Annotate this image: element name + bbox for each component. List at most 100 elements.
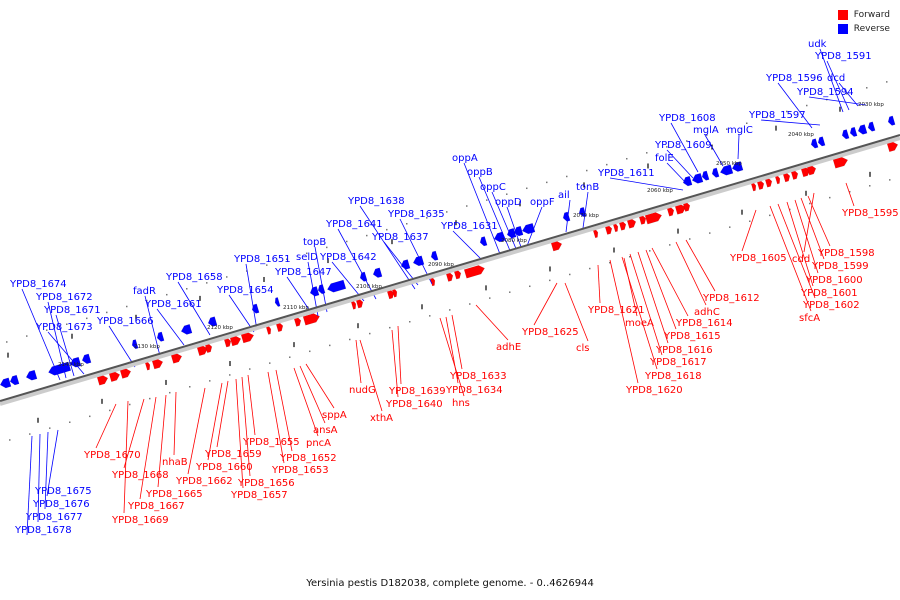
gene-label-topb: topB <box>303 237 326 248</box>
leader-line <box>228 294 255 333</box>
reverse-gene-arrow <box>493 231 506 243</box>
gene-label-ypd8-1600: YPD8_1600 <box>805 275 863 286</box>
track-dot-lower <box>509 291 511 293</box>
forward-gene-arrow <box>644 212 663 225</box>
track-dot-upper <box>726 128 728 130</box>
tick-label: 2110 kbp <box>283 305 309 311</box>
leader-line <box>383 241 419 286</box>
gene-label-oppd: oppD <box>495 197 522 208</box>
leader-line <box>565 199 571 233</box>
gene-label-sppa: sppA <box>322 410 347 421</box>
leader-line <box>637 251 669 344</box>
label-leader-lines-layer <box>21 48 867 536</box>
gene-label-oppf: oppF <box>530 197 555 208</box>
track-dot-lower <box>449 309 451 311</box>
track-dot-upper <box>66 323 68 325</box>
track-dot-upper <box>606 163 608 166</box>
track-dot-lower <box>849 190 851 193</box>
gene-label-ypd8-1598: YPD8_1598 <box>817 248 875 259</box>
track-dot-upper <box>706 134 708 136</box>
gene-label-fadr: fadR <box>133 286 156 297</box>
gene-label-ypd8-1672: YPD8_1672 <box>35 292 93 303</box>
track-dot-upper <box>286 258 288 260</box>
gene-label-ypd8-1608: YPD8_1608 <box>658 113 716 124</box>
reverse-gene-arrow <box>412 255 425 267</box>
track-dot-lower <box>429 315 431 317</box>
gene-label-ypd8-1677: YPD8_1677 <box>25 512 83 523</box>
track-dot-upper <box>86 317 88 320</box>
gene-label-ypd8-1671: YPD8_1671 <box>43 305 101 316</box>
tick-label: 2130 kbp <box>134 344 160 350</box>
track-dot-lower <box>409 321 411 323</box>
leader-line <box>478 176 512 254</box>
gene-label-xtha: xthA <box>370 413 393 424</box>
track-dot-upper <box>786 110 788 113</box>
gene-label-ypd8-1655: YPD8_1655 <box>242 437 300 448</box>
gene-label-ypd8-1647: YPD8_1647 <box>274 267 332 278</box>
gene-label-ypd8-1674: YPD8_1674 <box>9 279 67 290</box>
leader-line <box>533 282 558 326</box>
tick-label: 2120 kbp <box>207 325 233 331</box>
track-dot-lower <box>829 196 831 199</box>
tick-label: 2030 kbp <box>858 102 884 108</box>
leader-line <box>359 205 416 290</box>
leader-line <box>157 394 167 488</box>
track-dot-upper <box>246 270 248 272</box>
leader-line <box>526 206 543 247</box>
track-dot-lower <box>649 250 651 252</box>
track-dot-upper <box>866 87 868 89</box>
track-dot-lower <box>129 403 131 406</box>
reverse-gene-arrow <box>48 361 72 376</box>
leader-line <box>445 316 459 384</box>
leader-line <box>21 288 61 381</box>
gene-label-ypd8-1654: YPD8_1654 <box>216 285 274 296</box>
leader-line <box>845 182 855 207</box>
reverse-gene-arrow <box>867 121 876 132</box>
track-dot-lower <box>549 279 551 282</box>
leader-line <box>452 230 485 263</box>
track-dot-lower <box>9 439 11 441</box>
gene-label-ypd8-1676: YPD8_1676 <box>32 499 90 510</box>
gene-label-ypd8-1641: YPD8_1641 <box>325 219 383 230</box>
gene-label-ypd8-1597: YPD8_1597 <box>748 110 806 121</box>
track-dot-lower <box>329 344 331 347</box>
gene-label-adhe: adhE <box>496 342 521 353</box>
gene-label-ypd8-1657: YPD8_1657 <box>230 490 288 501</box>
track-dot-upper <box>666 146 668 148</box>
genome-caption: Yersinia pestis D182038, complete genome… <box>306 578 594 589</box>
forward-gene-arrow <box>463 265 485 279</box>
track-dot-upper <box>226 276 228 278</box>
reverse-gene-arrow <box>578 206 587 218</box>
gene-label-ypd8-1617: YPD8_1617 <box>649 357 707 368</box>
reverse-gene-arrow <box>731 161 744 172</box>
track-dot-upper <box>186 288 188 290</box>
gene-label-ypd8-1605: YPD8_1605 <box>729 253 787 264</box>
gene-label-ypd8-1631: YPD8_1631 <box>440 221 498 232</box>
reverse-gene-arrow <box>817 136 826 147</box>
gene-label-ypd8-1594: YPD8_1594 <box>796 87 854 98</box>
track-dot-upper <box>446 211 448 213</box>
leader-line <box>47 301 67 379</box>
gene-label-ypd8-1620: YPD8_1620 <box>625 385 683 396</box>
gene-label-ypd8-1658: YPD8_1658 <box>165 272 223 283</box>
tick-label: 2040 kbp <box>788 132 814 138</box>
legend-reverse-label: Reverse <box>853 24 890 34</box>
reverse-gene-arrow <box>841 129 850 140</box>
leader-line <box>675 241 707 306</box>
track-dot-upper <box>306 252 308 255</box>
leader-line <box>314 246 328 313</box>
track-dot-upper <box>406 223 408 225</box>
reverse-gene-arrow <box>430 250 439 261</box>
track-dot-upper <box>426 217 428 219</box>
track-dot-lower <box>729 226 731 228</box>
gene-label-tonb: tonB <box>576 182 599 193</box>
leader-line <box>207 382 223 461</box>
gene-label-ypd8-1635: YPD8_1635 <box>387 209 445 220</box>
gene-label-udk: udk <box>808 39 827 50</box>
leader-line <box>760 119 821 126</box>
track-dot-lower <box>369 332 371 335</box>
tick-label: 2060 kbp <box>647 188 673 194</box>
gene-label-ypd8-1665: YPD8_1665 <box>145 489 203 500</box>
leader-line <box>582 191 589 229</box>
leader-line <box>46 429 59 497</box>
